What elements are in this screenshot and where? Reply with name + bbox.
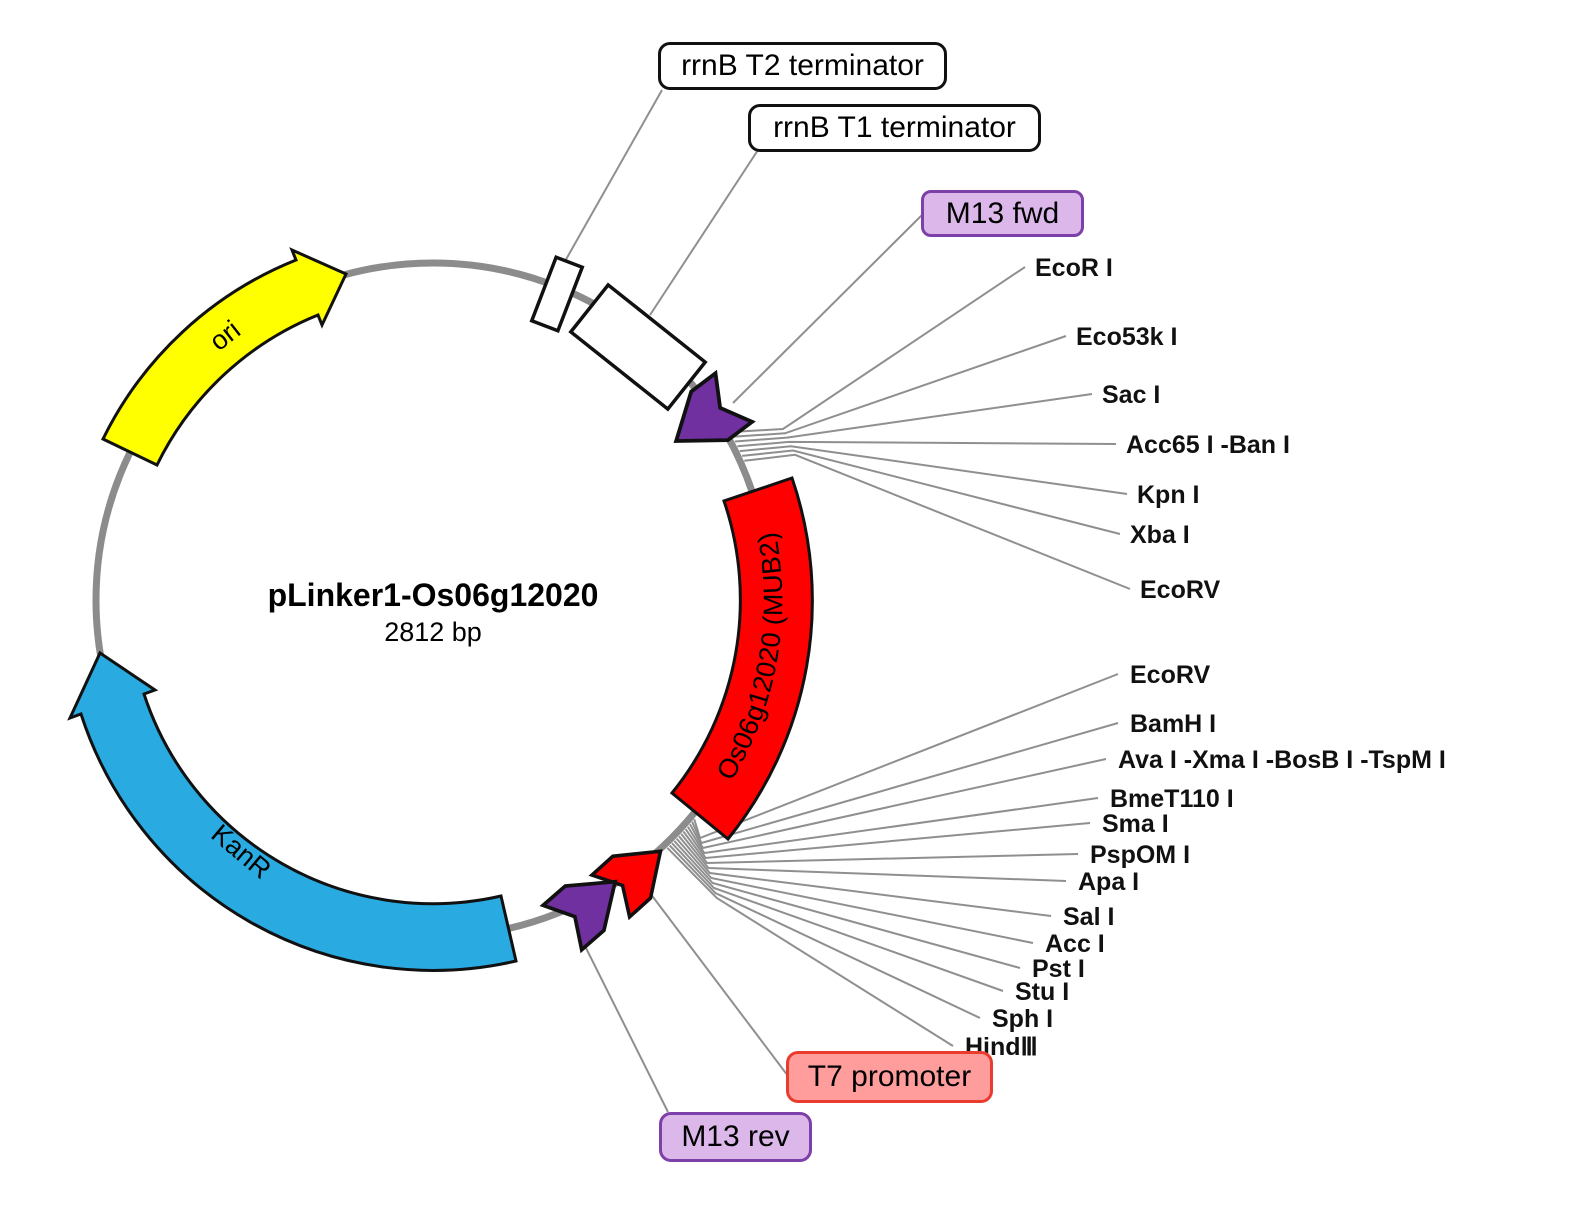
t7-promoter-tag-label: T7 promoter	[807, 1060, 972, 1093]
restriction-fan-bottom: EcoRV BamH I Ava I -Xma I -BosB I -TspM I B…	[666, 661, 1446, 1061]
site-line-ecorv	[744, 453, 1131, 590]
site-label-sph-i: Sph I	[992, 1005, 1053, 1033]
rrnb-t2-tag: rrnB T2 terminator	[658, 42, 947, 90]
site-label-ava-i-xma-i-bosb-i-tspm-i: Ava I -Xma I -BosB I -TspM I	[1118, 746, 1446, 774]
leader-rrnb-t2	[563, 89, 663, 264]
site-label-acc65-i-ban-i: Acc65 I -Ban I	[1126, 431, 1290, 459]
plasmid-title: pLinker1-Os06g12020	[268, 577, 599, 613]
restriction-fan-top: EcoR I Eco53k I Sac I Acc65 I -Ban I Kpn I Xb…	[729, 254, 1290, 604]
m13-fwd-tag-label: M13 fwd	[945, 196, 1060, 230]
leader-m13-rev	[583, 943, 669, 1113]
site-label-pst-i: Pst I	[1032, 955, 1085, 983]
site-label-xba-i: Xba I	[1130, 521, 1190, 549]
rrnb-t1-tag: rrnB T1 terminator	[748, 104, 1041, 152]
m13-rev-arrow	[539, 879, 618, 954]
site-label-pspom-i: PspOM I	[1090, 841, 1190, 869]
site-line-bamh-i	[691, 722, 1119, 845]
site-line-stu-i	[671, 842, 1004, 992]
site-line-sac-i	[734, 393, 1093, 443]
m13-fwd-tag: M13 fwd	[921, 190, 1084, 237]
site-line-sma-i	[684, 822, 1091, 860]
plasmid-size: 2812 bp	[384, 617, 482, 647]
site-label-kpn-i: Kpn I	[1137, 481, 1200, 509]
m13-rev-tag: M13 rev	[659, 1112, 812, 1162]
t7-promoter-arrow	[588, 849, 663, 921]
rrnb-t1-tag-label: rrnB T1 terminator	[773, 111, 1016, 144]
leader-rrnb-t1	[649, 149, 759, 316]
site-line-eco53k-i	[732, 335, 1067, 438]
site-label-ecorv: EcoRV	[1130, 661, 1210, 689]
site-label-sal-i: Sal I	[1063, 903, 1114, 931]
site-line-sal-i	[678, 835, 1052, 917]
m13-fwd-arrow	[673, 369, 756, 443]
site-line-kpn-i	[739, 445, 1128, 495]
site-line-sph-i	[668, 844, 981, 1019]
site-label-apa-i: Apa I	[1078, 868, 1139, 896]
site-label-ecorv: EcoRV	[1140, 576, 1220, 604]
rrnb-t2-feature	[529, 254, 585, 334]
site-label-bmet110-i: BmeT110 I	[1110, 785, 1234, 813]
site-line-ecor-i	[729, 266, 1026, 434]
site-label-stu-i: Stu I	[1015, 978, 1069, 1006]
insert-arc	[669, 476, 814, 842]
site-label-eco53k-i: Eco53k I	[1076, 323, 1177, 351]
site-line-hind	[666, 847, 954, 1047]
m13-rev-tag-label: M13 rev	[681, 1120, 790, 1153]
site-label-ecor-i: EcoR I	[1035, 254, 1113, 282]
rrnb-t2-tag-label: rrnB T2 terminator	[681, 49, 924, 82]
site-line-pst-i	[673, 840, 1021, 969]
site-line-pspom-i	[682, 830, 1079, 865]
site-line-acc-i	[675, 837, 1034, 944]
site-label-sac-i: Sac I	[1102, 381, 1160, 409]
site-line-xba-i	[741, 449, 1121, 535]
site-line-ava-i-xma-i-bosb-i-tspm-i	[689, 758, 1107, 850]
site-label-sma-i: Sma I	[1102, 810, 1169, 838]
site-line-apa-i	[680, 833, 1067, 882]
site-label-acc-i: Acc I	[1045, 930, 1105, 958]
site-line-acc65-i-ban-i	[737, 440, 1117, 448]
ori-arc-arrow	[100, 247, 349, 467]
site-line-bmet110-i	[686, 797, 1099, 855]
leader-m13-fwd	[732, 213, 924, 404]
leader-t7-promoter	[649, 892, 789, 1077]
t7-promoter-tag: T7 promoter	[786, 1051, 993, 1103]
rrnb-t1-feature	[568, 282, 708, 412]
kanr-arc-arrow	[67, 650, 518, 972]
site-label-bamh-i: BamH I	[1130, 710, 1216, 738]
